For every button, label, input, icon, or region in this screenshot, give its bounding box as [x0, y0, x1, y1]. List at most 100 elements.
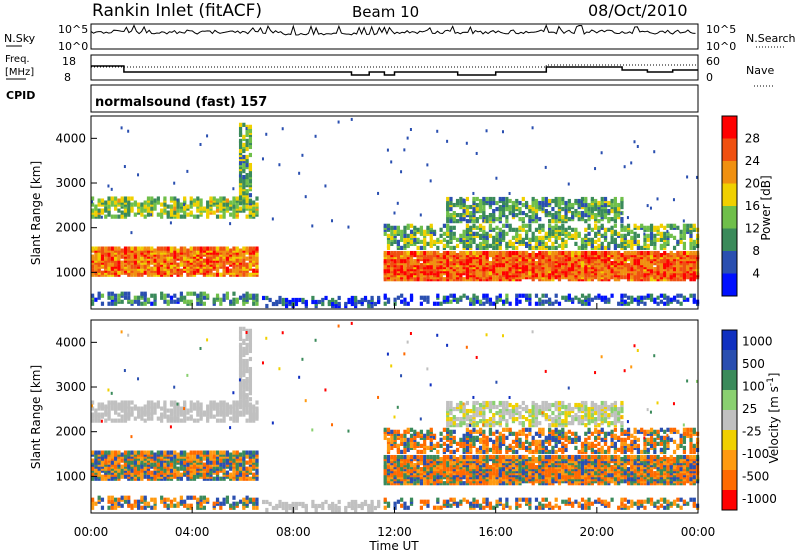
power-cell — [183, 246, 186, 250]
power-cell — [111, 257, 114, 261]
power-cell — [643, 251, 646, 255]
power-cell — [180, 209, 183, 213]
power-cell — [246, 257, 249, 261]
power-cell — [384, 259, 387, 263]
velocity-cell — [173, 465, 176, 469]
power-cell — [107, 263, 110, 267]
power-cell — [561, 201, 564, 205]
velocity-noise-cell — [298, 376, 300, 379]
velocity-cell — [246, 385, 249, 389]
power-cell — [413, 232, 416, 236]
velocity-cell — [94, 502, 97, 506]
power-cell — [127, 296, 130, 300]
power-cell — [683, 232, 686, 236]
power-cell — [453, 257, 456, 261]
velocity-cell — [315, 504, 318, 508]
power-cell — [183, 215, 186, 219]
power-cell — [568, 251, 571, 255]
velocity-cell — [137, 406, 140, 410]
velocity-cell — [94, 459, 97, 463]
power-cell — [535, 228, 538, 232]
power-cell — [459, 238, 462, 242]
power-noise-cell — [101, 216, 103, 219]
velocity-cell — [219, 409, 222, 413]
velocity-cell — [183, 411, 186, 415]
power-cell — [489, 201, 492, 205]
velocity-cell — [223, 469, 226, 473]
power-cell — [693, 298, 696, 302]
power-cell — [505, 232, 508, 236]
power-cell — [426, 242, 429, 246]
power-cell — [584, 296, 587, 300]
power-cell — [610, 203, 613, 207]
power-cell — [223, 202, 226, 206]
velocity-cell — [400, 471, 403, 475]
power-cell — [147, 213, 150, 217]
velocity-cell — [249, 329, 252, 333]
power-cell — [153, 207, 156, 211]
velocity-cell — [216, 477, 219, 481]
velocity-cell — [153, 463, 156, 467]
power-cell — [239, 249, 242, 253]
power-cell — [226, 246, 229, 250]
power-cell — [443, 244, 446, 248]
velocity-cell — [186, 467, 189, 471]
power-cell — [111, 296, 114, 300]
power-cell — [597, 277, 600, 281]
power-cell — [581, 244, 584, 248]
power-cell — [443, 238, 446, 242]
power-cell — [670, 224, 673, 228]
velocity-cell — [200, 502, 203, 506]
power-cell — [446, 263, 449, 267]
velocity-cell — [101, 450, 104, 454]
velocity-cell — [163, 498, 166, 502]
power-cell — [551, 232, 554, 236]
power-cell — [180, 296, 183, 300]
power-cell — [255, 196, 258, 200]
power-cell — [663, 271, 666, 275]
power-noise-cell — [305, 195, 307, 198]
velocity-cell — [144, 496, 147, 500]
velocity-cell — [226, 496, 229, 500]
velocity-cell — [203, 500, 206, 504]
velocity-cell — [216, 413, 219, 417]
power-cell — [522, 224, 525, 228]
power-cell — [472, 251, 475, 255]
power-cell — [232, 298, 235, 302]
power-cell — [357, 300, 360, 304]
velocity-cell — [347, 502, 350, 506]
velocity-cell — [134, 417, 137, 421]
velocity-cell — [130, 406, 133, 410]
power-cell — [453, 203, 456, 207]
power-noise-cell — [150, 213, 152, 216]
power-cell — [515, 228, 518, 232]
power-cell — [650, 269, 653, 273]
power-cell — [449, 197, 452, 201]
velocity-cell — [167, 450, 170, 454]
power-cell — [479, 234, 482, 238]
power-colorbar-segment — [722, 229, 737, 252]
velocity-cell — [367, 504, 370, 508]
power-cell — [242, 205, 245, 209]
power-cell — [489, 224, 492, 228]
power-cell — [130, 196, 133, 200]
power-cell — [568, 261, 571, 265]
power-cell — [548, 211, 551, 215]
power-cell — [180, 269, 183, 273]
power-cell — [223, 261, 226, 265]
power-cell — [364, 296, 367, 300]
power-noise-cell — [107, 184, 109, 187]
velocity-cell — [252, 404, 255, 408]
velocity-cell — [176, 502, 179, 506]
power-cell — [509, 224, 512, 228]
power-cell — [459, 213, 462, 217]
power-cell — [232, 211, 235, 215]
velocity-cell — [121, 459, 124, 463]
power-cell — [430, 242, 433, 246]
velocity-cell — [203, 506, 206, 510]
power-noise-cell — [430, 179, 432, 182]
power-cell — [522, 228, 525, 232]
velocity-cell — [180, 496, 183, 500]
power-cell — [686, 273, 689, 277]
